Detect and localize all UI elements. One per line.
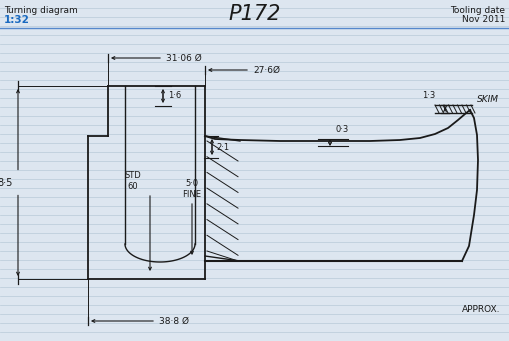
Text: Turning diagram: Turning diagram — [4, 6, 78, 15]
Text: APPROX.: APPROX. — [462, 305, 500, 313]
Text: 0·3: 0·3 — [336, 124, 349, 133]
Text: Nov 2011: Nov 2011 — [462, 15, 505, 24]
Text: 8·5: 8·5 — [0, 178, 13, 188]
Text: 1:32: 1:32 — [4, 15, 30, 25]
Text: 5·0
FINE: 5·0 FINE — [183, 179, 202, 199]
Text: STD
60: STD 60 — [125, 171, 142, 191]
Text: P172: P172 — [229, 4, 281, 24]
Text: SKIM: SKIM — [477, 95, 499, 104]
Text: Tooling date: Tooling date — [450, 6, 505, 15]
Text: 1·6: 1·6 — [168, 91, 181, 101]
Text: 38·8 Ø: 38·8 Ø — [159, 316, 189, 326]
Text: 1·3: 1·3 — [422, 90, 435, 100]
Text: 27·6Ø: 27·6Ø — [253, 65, 280, 74]
Text: 31·06 Ø: 31·06 Ø — [166, 54, 202, 62]
Text: 2·1: 2·1 — [216, 143, 229, 151]
